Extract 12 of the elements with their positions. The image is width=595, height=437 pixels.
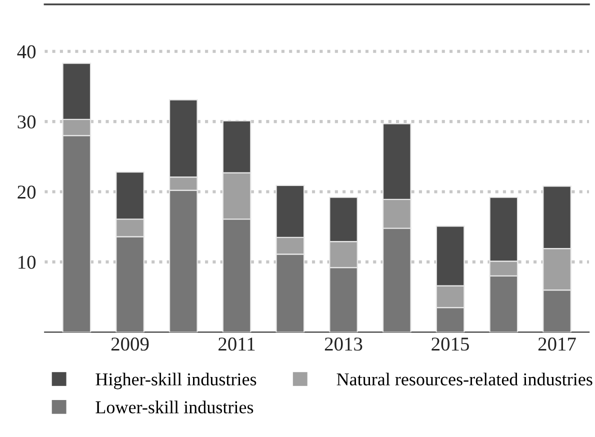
x-tick-label: 2017 <box>538 338 576 351</box>
x-tick-label: 2011 <box>218 338 255 351</box>
y-tick-label: 30 <box>18 115 36 129</box>
y-tick-label: 20 <box>18 186 36 199</box>
legend-label: Natural resources-related industries <box>336 372 592 386</box>
x-tick-label: 2013 <box>324 338 362 351</box>
y-tick-label: 40 <box>17 45 36 58</box>
x-tick-label: 2015 <box>432 338 469 351</box>
y-tick-label: 10 <box>18 256 36 269</box>
x-tick-label: 2009 <box>111 338 149 351</box>
legend-label: Higher-skill industries <box>96 372 256 390</box>
legend-label: Lower-skill industries <box>96 400 254 414</box>
